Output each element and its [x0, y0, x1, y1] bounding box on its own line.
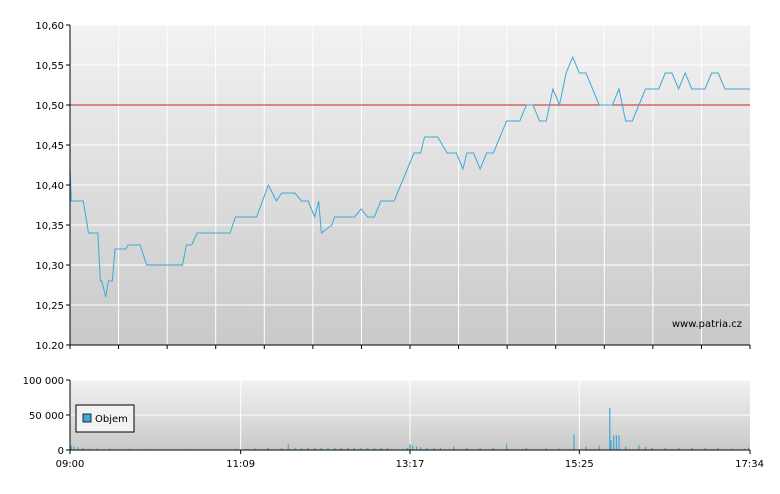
- volume-bar: [409, 444, 411, 450]
- x-tick-label: 13:17: [396, 459, 425, 470]
- volume-bar: [70, 445, 72, 450]
- volume-bar: [314, 447, 316, 450]
- price-y-tick-label: 10,60: [35, 21, 64, 32]
- volume-y-tick-label: 0: [58, 446, 64, 457]
- legend-label: Objem: [95, 414, 128, 425]
- x-tick-label: 17:34: [735, 459, 764, 470]
- volume-bar: [82, 447, 84, 450]
- legend-box: [75, 404, 135, 433]
- volume-bar: [730, 448, 733, 450]
- volume-bar: [453, 446, 455, 450]
- volume-grid: [70, 379, 750, 450]
- volume-bar: [373, 447, 375, 450]
- volume-bar: [506, 444, 508, 450]
- volume-bar: [360, 447, 362, 450]
- volume-bar: [109, 448, 111, 450]
- price-y-tick-label: 10.20: [35, 341, 64, 352]
- volume-bar: [664, 447, 666, 450]
- volume-bars: [70, 408, 750, 451]
- volume-bar: [525, 447, 527, 450]
- x-tick-labels: 09:00 11:09 13:17 15:25 17:34: [56, 450, 764, 470]
- volume-bar: [188, 448, 190, 450]
- volume-bar: [420, 447, 422, 450]
- volume-bar: [367, 447, 369, 450]
- volume-bar: [327, 447, 329, 450]
- volume-bar: [748, 447, 750, 450]
- volume-bar: [615, 435, 617, 450]
- price-line: [69, 55, 750, 298]
- volume-bar: [479, 447, 481, 450]
- volume-bar: [287, 444, 289, 450]
- volume-bar: [95, 448, 98, 450]
- price-y-tick-label: 10,55: [35, 61, 64, 72]
- volume-bar: [89, 448, 91, 450]
- volume-bar: [353, 447, 355, 450]
- volume-bar: [704, 447, 706, 450]
- volume-bar: [416, 446, 418, 450]
- price-y-tick-label: 10,45: [35, 141, 64, 152]
- x-tick-label: 15:25: [565, 459, 594, 470]
- volume-y-tick-labels: 100 000 50 000 0: [23, 376, 70, 457]
- volume-bar: [573, 434, 575, 450]
- volume-bar: [406, 447, 408, 450]
- price-y-tick-label: 10,25: [35, 301, 64, 312]
- volume-bar: [412, 445, 414, 450]
- volume-bar: [466, 447, 468, 450]
- volume-legend: Objem: [75, 404, 135, 433]
- x-tick-label: 09:00: [56, 459, 85, 470]
- volume-bar: [585, 446, 587, 450]
- volume-bar: [433, 447, 435, 450]
- volume-bar: [73, 446, 75, 450]
- volume-bar: [267, 447, 269, 450]
- price-y-tick-label: 10,50: [35, 101, 64, 112]
- price-y-tick-labels: 10,60 10,55 10,50 10,45 10,40 10,35 10,30 10,25…: [35, 21, 70, 352]
- volume-bar: [609, 408, 611, 450]
- volume-bar: [545, 448, 547, 451]
- volume-bar: [347, 447, 349, 450]
- volume-bar: [340, 447, 342, 450]
- volume-bar: [380, 447, 382, 450]
- legend-swatch: [82, 413, 92, 423]
- volume-bar: [613, 435, 615, 450]
- watermark: www.patria.cz: [672, 319, 742, 330]
- volume-y-tick-label: 50 000: [29, 411, 64, 422]
- price-y-tick-label: 10,30: [35, 261, 64, 272]
- volume-bar: [744, 448, 746, 450]
- volume-bar: [307, 447, 309, 450]
- volume-y-tick-label: 100 000: [23, 376, 64, 387]
- price-y-tick-label: 10,35: [35, 221, 64, 232]
- volume-bar: [281, 447, 283, 450]
- volume-bar: [610, 440, 612, 450]
- volume-bar: [294, 447, 296, 450]
- volume-bar: [426, 447, 428, 450]
- volume-bar: [439, 447, 441, 450]
- volume-bar: [254, 448, 256, 451]
- volume-bar: [386, 447, 389, 450]
- volume-bar: [691, 447, 693, 450]
- volume-bar: [77, 447, 79, 450]
- volume-bar: [638, 445, 640, 450]
- volume-bar: [300, 448, 303, 451]
- volume-bar: [598, 445, 600, 450]
- volume-bar: [148, 448, 150, 450]
- volume-bar: [492, 447, 494, 450]
- x-tick-label: 11:09: [226, 459, 255, 470]
- volume-bar: [651, 447, 653, 450]
- volume-bar: [320, 447, 322, 450]
- volume-bar: [625, 446, 627, 450]
- volume-bar: [558, 448, 561, 450]
- volume-bar: [128, 448, 131, 450]
- volume-bar: [644, 446, 647, 450]
- volume-bar: [618, 435, 620, 450]
- price-grid: [70, 24, 750, 345]
- volume-bar: [678, 447, 680, 450]
- price-y-tick-label: 10,40: [35, 181, 64, 192]
- volume-bar: [717, 447, 719, 450]
- volume-bar: [234, 448, 236, 450]
- volume-bar: [334, 447, 336, 450]
